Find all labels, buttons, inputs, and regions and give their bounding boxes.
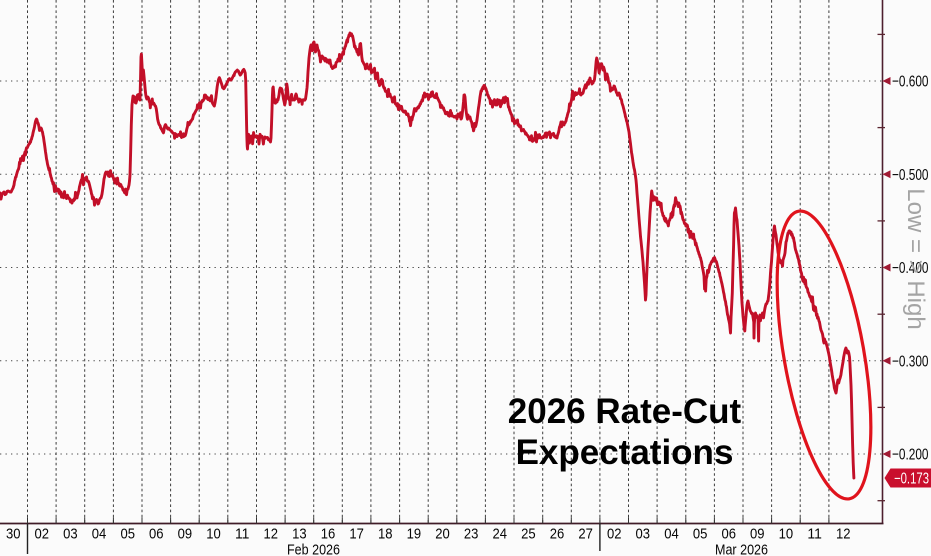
svg-text:06: 06 xyxy=(721,526,736,543)
svg-text:10: 10 xyxy=(779,526,794,543)
svg-text:30: 30 xyxy=(6,526,21,543)
svg-text:−0.600: −0.600 xyxy=(892,74,929,91)
svg-text:27: 27 xyxy=(578,526,593,543)
svg-text:25: 25 xyxy=(521,526,536,543)
svg-text:Expectations: Expectations xyxy=(516,433,734,472)
svg-text:Low = > High: Low = > High xyxy=(902,188,929,329)
svg-text:17: 17 xyxy=(349,526,364,543)
svg-text:19: 19 xyxy=(407,526,422,543)
svg-text:03: 03 xyxy=(63,526,78,543)
svg-text:16: 16 xyxy=(321,526,336,543)
svg-text:02: 02 xyxy=(35,526,50,543)
svg-text:−0.500: −0.500 xyxy=(892,167,929,184)
svg-text:03: 03 xyxy=(636,526,651,543)
svg-text:02: 02 xyxy=(607,526,622,543)
svg-text:26: 26 xyxy=(550,526,565,543)
svg-text:18: 18 xyxy=(378,526,393,543)
svg-text:04: 04 xyxy=(664,526,679,543)
svg-text:11: 11 xyxy=(807,526,822,543)
svg-text:20: 20 xyxy=(435,526,450,543)
svg-text:10: 10 xyxy=(206,526,221,543)
svg-text:−0.173: −0.173 xyxy=(894,471,929,488)
svg-text:09: 09 xyxy=(750,526,765,543)
svg-text:12: 12 xyxy=(264,526,279,543)
svg-text:−0.200: −0.200 xyxy=(892,447,929,464)
svg-text:Feb 2026: Feb 2026 xyxy=(287,542,340,556)
svg-text:−0.300: −0.300 xyxy=(892,353,929,370)
svg-text:23: 23 xyxy=(464,526,479,543)
svg-text:05: 05 xyxy=(120,526,135,543)
svg-text:12: 12 xyxy=(836,526,851,543)
svg-text:2026 Rate-Cut: 2026 Rate-Cut xyxy=(508,392,742,431)
svg-text:04: 04 xyxy=(92,526,107,543)
svg-text:09: 09 xyxy=(178,526,193,543)
svg-text:13: 13 xyxy=(292,526,307,543)
svg-text:24: 24 xyxy=(492,526,507,543)
svg-text:Mar 2026: Mar 2026 xyxy=(715,542,768,556)
svg-text:06: 06 xyxy=(149,526,164,543)
svg-text:−0.400: −0.400 xyxy=(892,260,929,277)
svg-text:11: 11 xyxy=(235,526,250,543)
svg-text:05: 05 xyxy=(693,526,708,543)
